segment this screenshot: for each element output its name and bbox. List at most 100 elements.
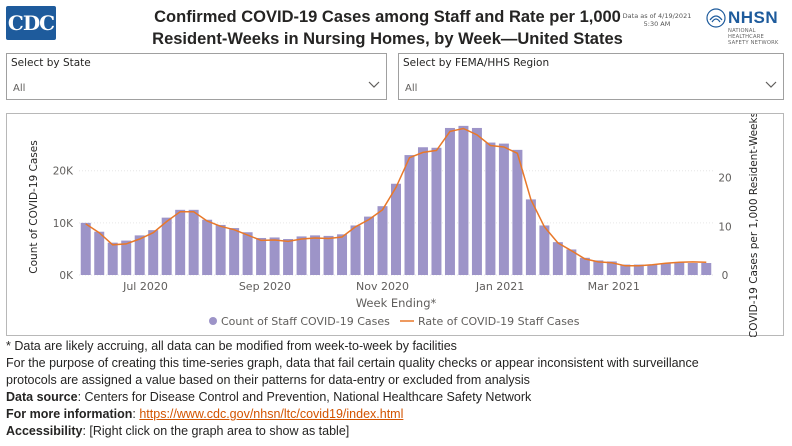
bar xyxy=(579,257,590,275)
bar xyxy=(134,235,145,275)
bar xyxy=(80,222,91,275)
accessibility-text: : [Right click on the graph area to show… xyxy=(82,424,350,438)
bar xyxy=(121,240,132,275)
bar xyxy=(593,260,604,275)
more-info-sep: : xyxy=(132,407,140,421)
y-tick-label: 20K xyxy=(53,166,74,178)
y2-tick-label: 20 xyxy=(718,173,731,185)
footnote-quality-2: protocols are assigned a value based on … xyxy=(6,373,530,387)
bar xyxy=(539,225,550,275)
cdc-logo: CDC xyxy=(6,6,56,40)
bar xyxy=(148,230,159,275)
title-line-1: Confirmed COVID-19 Cases among Staff and… xyxy=(154,8,621,26)
bar xyxy=(391,183,401,275)
data-as-of: Data as of 4/19/2021 5:30 AM xyxy=(612,12,702,28)
x-tick-label: Nov 2020 xyxy=(356,280,409,293)
rate-line xyxy=(85,127,707,267)
bar xyxy=(107,242,118,275)
accessibility-label: Accessibility xyxy=(6,424,83,438)
x-tick-label: Sep 2020 xyxy=(239,280,291,293)
bar xyxy=(525,199,536,275)
bar xyxy=(404,155,415,275)
y-tick-label: 0K xyxy=(59,270,74,282)
bar xyxy=(202,219,213,275)
bar xyxy=(188,209,199,275)
bar xyxy=(444,127,455,275)
bar xyxy=(431,147,442,275)
bar xyxy=(647,264,658,275)
footnote-source: Data source: Centers for Disease Control… xyxy=(6,390,786,405)
bar xyxy=(215,224,226,275)
bar xyxy=(175,209,186,275)
more-info-label: For more information xyxy=(6,407,133,421)
bar xyxy=(283,239,294,275)
x-tick-label: Jan 2021 xyxy=(475,280,524,293)
source-label: Data source xyxy=(6,390,78,404)
region-filter-value[interactable]: All xyxy=(405,83,418,94)
nhsn-sub-2: SAFETY NETWORK xyxy=(728,40,779,46)
legend-bar-label: Count of Staff COVID-19 Cases xyxy=(221,315,390,328)
bar xyxy=(471,127,482,275)
x-tick-label: Mar 2021 xyxy=(588,280,640,293)
data-as-of-time: 5:30 AM xyxy=(643,20,671,28)
title-line-2: Resident-Weeks in Nursing Homes, by Week… xyxy=(152,30,623,48)
page-title: Confirmed COVID-19 Cases among Staff and… xyxy=(130,6,645,50)
chart-container[interactable]: 0K 10K 20K 0 10 20 Jul 2020 Sep 2020 Nov 2020 Jan… xyxy=(6,113,785,337)
region-filter-label: Select by FEMA/HHS Region xyxy=(403,57,550,69)
bar xyxy=(296,236,307,275)
state-filter[interactable]: Select by State All xyxy=(6,53,387,100)
bar xyxy=(242,232,253,275)
bar xyxy=(566,249,577,275)
bar xyxy=(485,142,496,275)
bar xyxy=(310,235,321,275)
source-text: : Centers for Disease Control and Preven… xyxy=(77,390,532,404)
legend-bar-swatch xyxy=(209,317,217,325)
bar xyxy=(337,234,348,275)
y2-tick-label: 10 xyxy=(718,221,731,233)
y-tick-label: 10K xyxy=(53,218,74,230)
x-axis-title: Week Ending* xyxy=(356,296,437,310)
y-axis-title: Count of COVID-19 Cases xyxy=(28,140,40,273)
bar xyxy=(94,231,105,275)
state-filter-value[interactable]: All xyxy=(13,83,26,94)
bar xyxy=(323,235,334,275)
footnote-accruing: * Data are likely accruing, all data can… xyxy=(6,339,457,353)
bar xyxy=(256,237,267,275)
y2-axis-title: COVID-19 Cases per 1,000 Resident-Weeks xyxy=(748,114,760,337)
bar xyxy=(633,264,644,275)
legend-line-label: Rate of COVID-19 Staff Cases xyxy=(418,315,580,328)
bar xyxy=(417,147,428,275)
more-info-link[interactable]: https://www.cdc.gov/nhsn/ltc/covid19/ind… xyxy=(139,407,404,421)
bar xyxy=(269,237,280,275)
footnote-quality-1: For the purpose of creating this time-se… xyxy=(6,356,699,370)
state-filter-label: Select by State xyxy=(11,57,91,69)
bar xyxy=(674,262,685,275)
bar xyxy=(377,206,388,275)
data-as-of-date: Data as of 4/19/2021 xyxy=(622,12,692,20)
bar xyxy=(620,264,631,275)
bar xyxy=(606,261,617,275)
nhsn-name: NHSN xyxy=(728,8,779,27)
cdc-logo-text: CDC xyxy=(7,11,55,35)
chevron-down-icon[interactable] xyxy=(368,80,380,90)
bar xyxy=(364,216,375,275)
bar xyxy=(512,149,523,275)
bar xyxy=(350,225,361,275)
region-filter[interactable]: Select by FEMA/HHS Region All xyxy=(398,53,784,100)
nhsn-sub-1: NATIONAL HEALTHCARE xyxy=(728,28,765,40)
hhs-seal-icon xyxy=(706,8,726,28)
footnote-accessibility: Accessibility: [Right click on the graph… xyxy=(6,424,786,439)
bar xyxy=(552,242,563,275)
x-tick-label: Jul 2020 xyxy=(122,280,168,293)
footnote-more-info: For more information: https://www.cdc.go… xyxy=(6,407,786,422)
bar xyxy=(687,263,698,275)
nhsn-logo: NHSN NATIONAL HEALTHCARE SAFETY NETWORK xyxy=(706,8,790,46)
bar xyxy=(458,125,469,275)
chevron-down-icon[interactable] xyxy=(765,80,777,90)
bar xyxy=(229,228,240,275)
bar xyxy=(701,263,712,275)
combo-chart[interactable]: 0K 10K 20K 0 10 20 Jul 2020 Sep 2020 Nov 2020 Jan… xyxy=(7,114,785,337)
bar xyxy=(161,217,172,275)
bar xyxy=(660,263,671,275)
y2-tick-label: 0 xyxy=(722,270,729,282)
